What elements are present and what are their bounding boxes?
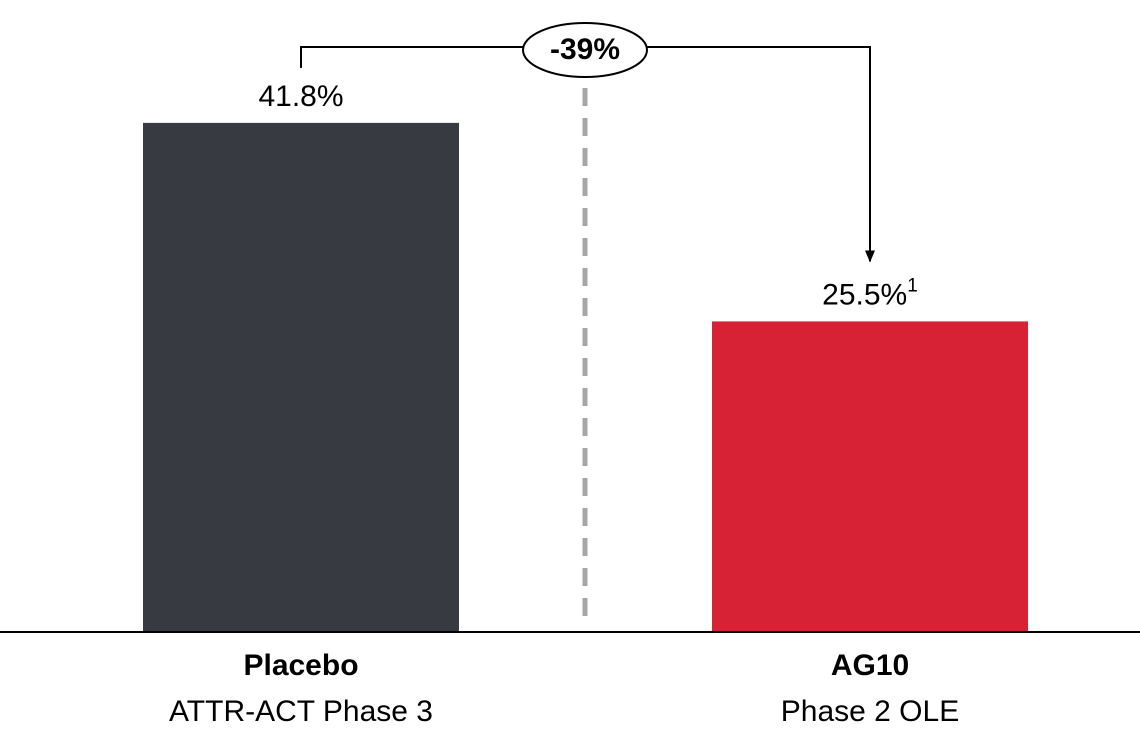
value-label: 41.8% (258, 80, 343, 113)
annotation-bubble (522, 22, 648, 78)
category-label: Placebo (243, 649, 358, 682)
category-label: AG10 (831, 649, 909, 682)
category-subtitle: ATTR-ACT Phase 3 (169, 695, 433, 728)
footnote-mark: 1 (907, 275, 918, 296)
value-label-text: 25.5% (822, 278, 907, 311)
value-label-text: 41.8% (258, 80, 343, 113)
bracket (300, 46, 523, 68)
value-label: 25.5%1 (822, 275, 918, 311)
bar (143, 122, 459, 632)
bar (712, 321, 1028, 632)
annotation: -39% (550, 33, 620, 66)
category-subtitle: Phase 2 OLE (781, 695, 959, 728)
bracket-arrow (647, 46, 875, 263)
